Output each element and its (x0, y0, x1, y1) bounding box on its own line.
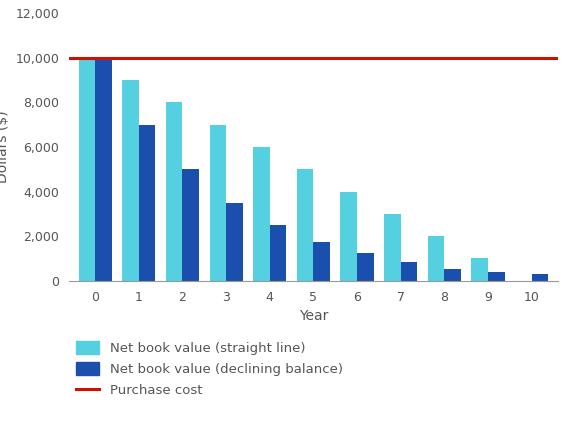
Bar (166, 102, 182, 281)
Bar (444, 269, 461, 281)
Bar (313, 242, 330, 281)
Bar (182, 169, 199, 281)
Bar (384, 214, 401, 281)
Bar (209, 124, 226, 281)
Bar (531, 274, 548, 281)
Bar (340, 191, 357, 281)
Bar (488, 272, 504, 281)
Bar (95, 57, 112, 281)
Bar (428, 236, 444, 281)
X-axis label: Year: Year (298, 309, 328, 323)
Purchase cost (92, 55, 99, 60)
Bar (79, 57, 95, 281)
Legend: Net book value (straight line), Net book value (declining balance), Purchase cos: Net book value (straight line), Net book… (75, 341, 343, 397)
Bar (401, 262, 417, 281)
Bar (253, 147, 270, 281)
Bar (472, 258, 488, 281)
Bar (357, 253, 374, 281)
Bar (122, 80, 139, 281)
Bar (270, 225, 286, 281)
Purchase cost (135, 55, 142, 60)
Bar (297, 169, 313, 281)
Bar (139, 124, 155, 281)
Bar (226, 203, 243, 281)
Y-axis label: Dollars ($): Dollars ($) (0, 111, 10, 183)
